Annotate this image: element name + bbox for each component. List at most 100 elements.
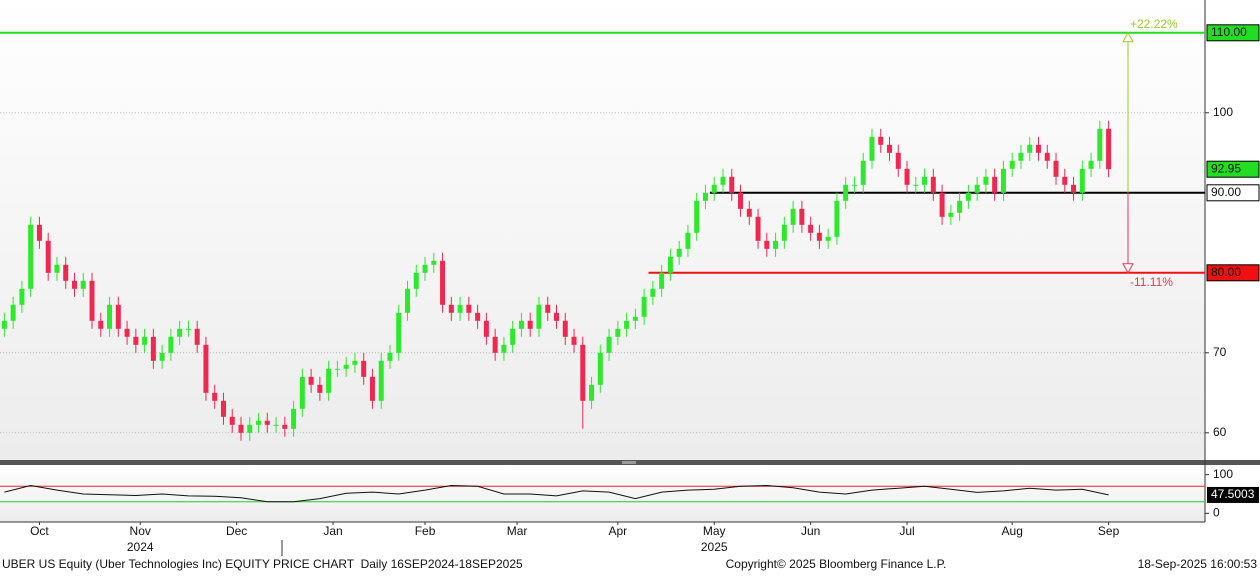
candle-body <box>107 304 113 329</box>
candle-body <box>965 192 971 201</box>
candle-body <box>177 328 183 337</box>
year-label: 2025 <box>701 540 728 554</box>
candle-body <box>159 352 165 361</box>
candle-body <box>247 424 253 433</box>
candle-body <box>387 352 393 361</box>
candle-body <box>895 152 901 169</box>
candle-body <box>185 328 191 330</box>
candle-body <box>150 336 156 361</box>
candle-body <box>1018 152 1024 161</box>
candle-body <box>536 304 542 329</box>
y-tick-label: 60 <box>1213 425 1227 439</box>
candle-body <box>291 408 297 429</box>
candle-body <box>273 424 279 426</box>
candle-body <box>369 376 375 401</box>
candle-body <box>755 216 761 241</box>
footer-left: UBER US Equity (Uber Technologies Inc) E… <box>2 557 523 571</box>
candle-body <box>834 200 840 237</box>
level-label: 110.00 <box>1211 25 1247 39</box>
y-tick-label: 70 <box>1213 345 1227 359</box>
candle-body <box>843 184 849 201</box>
last-price-box <box>1206 160 1260 178</box>
candle-body <box>361 360 367 377</box>
candle-body <box>1053 160 1059 177</box>
candle-body <box>667 256 673 273</box>
candle-body <box>676 248 682 257</box>
candle-body <box>1088 160 1094 169</box>
candle-body <box>1097 128 1103 161</box>
candle-body <box>238 424 244 433</box>
candle-body <box>790 208 796 225</box>
candle-body <box>80 280 86 289</box>
candle-body <box>396 312 402 353</box>
arrow-label: +22.22% <box>1130 17 1178 31</box>
candle-body <box>808 224 814 233</box>
candle-body <box>1 320 7 329</box>
candle-body <box>589 384 595 401</box>
candle-body <box>168 336 174 353</box>
indicator-tick-label: 0 <box>1213 505 1220 519</box>
x-tick-label: Sep <box>1098 524 1120 538</box>
arrow-head <box>1122 263 1134 274</box>
candle-body <box>220 400 226 417</box>
x-tick-label: Nov <box>130 524 151 538</box>
x-tick-label: Oct <box>30 524 49 538</box>
candle-body <box>98 320 104 329</box>
arrow-label: -11.11% <box>1130 275 1173 289</box>
candle-body <box>518 320 524 329</box>
candle-body <box>229 416 235 425</box>
candle-body <box>632 316 638 321</box>
level-label: 90.00 <box>1211 185 1241 199</box>
candle-body <box>1044 152 1050 161</box>
candle-body <box>264 420 270 425</box>
candle-body <box>405 288 411 313</box>
candle-body <box>702 192 708 201</box>
footer-center: Copyright© 2025 Bloomberg Finance L.P. <box>726 557 947 571</box>
candle-body <box>553 312 559 321</box>
candle-body <box>63 264 69 281</box>
candle-body <box>343 364 349 369</box>
indicator-line <box>4 484 1109 503</box>
x-tick-label: Apr <box>608 524 627 538</box>
x-tick-label: Feb <box>415 524 436 538</box>
x-tick-label: Aug <box>1002 524 1023 538</box>
candle-body <box>203 344 209 393</box>
candle-body <box>781 224 787 241</box>
candle-body <box>501 344 507 353</box>
candle-body <box>440 260 446 305</box>
candle-body <box>983 176 989 185</box>
candle-body <box>124 328 130 337</box>
candle-body <box>142 336 148 345</box>
candle-body <box>624 320 630 329</box>
candle-body <box>659 272 665 289</box>
candle-body <box>597 352 603 385</box>
candle-body <box>738 192 744 209</box>
candle-body <box>1009 160 1015 169</box>
candle-body <box>457 304 463 313</box>
candle-body <box>466 304 472 313</box>
candle-body <box>816 232 822 241</box>
candle-body <box>860 160 866 185</box>
candle-body <box>799 208 805 225</box>
candle-body <box>475 312 481 321</box>
candle-body <box>606 336 612 353</box>
candle-body <box>256 420 262 425</box>
candle-body <box>413 272 419 289</box>
candle-body <box>615 328 621 337</box>
candle-body <box>54 264 60 273</box>
y-tick-label: 100 <box>1213 105 1233 119</box>
candle-body <box>869 136 875 161</box>
candle-body <box>887 144 893 153</box>
candle-body <box>974 184 980 193</box>
candle-body <box>1062 176 1068 185</box>
candle-body <box>939 192 945 217</box>
candle-body <box>1079 168 1085 193</box>
candle-body <box>1071 184 1077 193</box>
candle-body <box>19 288 25 305</box>
candle-body <box>562 320 568 337</box>
candle-body <box>825 236 831 241</box>
candle-body <box>422 264 428 273</box>
candle-body <box>545 304 551 313</box>
candle-body <box>299 376 305 409</box>
level-box <box>1206 24 1260 42</box>
